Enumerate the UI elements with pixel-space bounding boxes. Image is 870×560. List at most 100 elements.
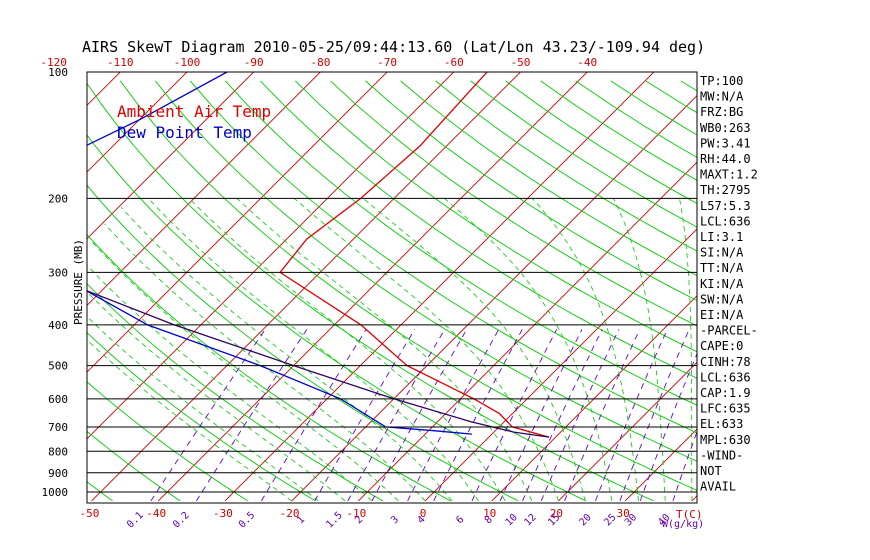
dry-adiabat-line: [87, 184, 519, 502]
sounding-index-item: -PARCEL-: [700, 324, 758, 338]
isotherm-line: [291, 94, 697, 502]
mixing-ratio-lines: [150, 329, 697, 502]
mixing-ratio-tick-label: 10: [504, 512, 520, 528]
moist-adiabat-line: [444, 198, 613, 501]
moist-adiabat-line: [532, 198, 639, 501]
dry-adiabat-lines: [87, 80, 870, 502]
isotherm-line: [358, 161, 697, 502]
sounding-index-item: LI:3.1: [700, 230, 743, 244]
pressure-tick-label: 100: [48, 66, 68, 79]
bottom-temp-tick-label: -30: [213, 507, 233, 520]
mixing-ratio-line: [619, 329, 690, 502]
dry-adiabat-line: [435, 80, 697, 252]
legend-dew-point-temp: Dew Point Temp: [117, 123, 252, 142]
bottom-temp-tick-label: 30: [616, 507, 629, 520]
pressure-tick-label: 1000: [42, 486, 69, 499]
bottom-temp-tick-labels: -50 -40 -30 -20 -10 0 10 20 30: [80, 507, 630, 520]
top-temp-tick-label: -120: [40, 56, 67, 69]
isotherm-line: [157, 72, 588, 502]
dry-adiabat-line: [365, 80, 697, 302]
isotherm-line: [87, 72, 455, 440]
pressure-tick-label: 500: [48, 360, 68, 373]
moist-adiabat-line: [362, 198, 586, 501]
top-temp-tick-label: -110: [107, 56, 134, 69]
sounding-index-item: KI:N/A: [700, 277, 744, 291]
mixing-ratio-line: [471, 329, 558, 502]
sounding-index-item: NOT: [700, 464, 722, 478]
y-axis-label: PRESSURE (MB): [72, 239, 85, 325]
isotherm-line: [424, 228, 697, 502]
sounding-index-item: EI:N/A: [700, 308, 744, 322]
sounding-index-item: CINH:78: [700, 355, 751, 369]
pressure-tick-label: 300: [48, 266, 68, 279]
ambient-temp-line: [279, 72, 550, 438]
top-temp-tick-label: -50: [511, 56, 531, 69]
mixing-ratio-line: [347, 329, 446, 502]
bottom-temp-tick-label: -40: [146, 507, 166, 520]
top-temp-tick-label: -90: [244, 56, 264, 69]
isotherm-line: [759, 63, 870, 501]
legend-ambient-air-temp: Ambient Air Temp: [117, 102, 271, 121]
sounding-index-item: WB0:263: [700, 121, 751, 135]
legend: Ambient Air Temp Dew Point Temp: [117, 102, 271, 142]
isotherm-line: [0, 63, 63, 501]
chart-title: AIRS SkewT Diagram 2010-05-25/09:44:13.6…: [82, 38, 705, 56]
dry-adiabat-line: [87, 381, 249, 502]
mixing-ratio-tick-label: 1: [295, 514, 307, 526]
moist-adiabat-line: [87, 264, 372, 502]
mixing-ratio-tick-label: 3: [389, 514, 401, 526]
sounding-index-item: LFC:635: [700, 402, 751, 416]
moist-adiabat-line: [294, 198, 559, 502]
isotherm-line: [87, 72, 255, 240]
dry-adiabat-line: [154, 80, 697, 462]
bottom-temp-tick-label: -20: [280, 507, 300, 520]
isotherm-line: [825, 63, 870, 501]
isotherm-line: [491, 295, 697, 502]
isotherm-line: [91, 72, 522, 502]
dry-adiabat-line: [87, 82, 654, 502]
dry-adiabat-line: [786, 81, 870, 501]
pressure-tick-label: 400: [48, 319, 68, 332]
mixing-ratio-tick-label: 0.1: [125, 510, 146, 531]
pressure-tick-label: 200: [48, 192, 68, 205]
mixing-ratio-tick-label: 0.2: [171, 510, 192, 531]
moist-adiabat-line: [104, 223, 426, 502]
sounding-index-item: L57:5.3: [700, 199, 751, 213]
sounding-index-item: LCL:636: [700, 214, 751, 228]
mixing-ratio-line: [150, 329, 266, 502]
isotherm-line: [224, 72, 655, 502]
moist-adiabat-line: [679, 198, 693, 501]
sounding-index-item: RH:44.0: [700, 152, 751, 166]
isotherm-line: [87, 72, 322, 307]
sounding-index-item: MPL:630: [700, 433, 751, 447]
dry-adiabat-line: [821, 81, 870, 501]
plot-frame: [86, 71, 698, 504]
mixing-ratio-line: [499, 329, 583, 502]
moist-adiabat-line: [236, 198, 533, 502]
mixing-ratio-line: [564, 329, 641, 502]
dry-adiabat-line: [189, 80, 697, 434]
moist-adiabat-line: [87, 339, 292, 502]
sounding-index-item: TT:N/A: [700, 261, 744, 275]
dry-adiabat-line: [87, 332, 316, 502]
dry-adiabat-line: [87, 233, 451, 502]
dry-adiabat-line: [470, 80, 697, 228]
isotherm-line: [87, 72, 388, 373]
dry-adiabat-line: [225, 80, 697, 406]
dewpoint-temp-line: [87, 72, 472, 435]
mixing-ratio-line: [672, 430, 697, 502]
isotherm-line: [87, 72, 188, 173]
moist-adiabat-line: [612, 198, 666, 501]
dry-adiabat-line: [645, 80, 697, 114]
sounding-index-item: CAP:1.9: [700, 386, 751, 400]
dry-adiabat-line: [751, 81, 870, 501]
sounding-index-item: SI:N/A: [700, 246, 744, 260]
dry-adiabat-line: [295, 80, 697, 353]
sounding-index-item: TP:100: [700, 74, 743, 88]
mixing-ratio-tick-labels: 0.1 0.2 0.5 1 1.5 2 3 4 6 8 10 12 15 20 25 30 40: [125, 510, 672, 531]
sounding-index-item: -WIND-: [700, 448, 743, 462]
moist-adiabat-line: [89, 238, 399, 502]
moist-adiabat-line: [120, 207, 453, 502]
top-temp-tick-label: -80: [310, 56, 330, 69]
mixing-ratio-line: [196, 329, 308, 502]
